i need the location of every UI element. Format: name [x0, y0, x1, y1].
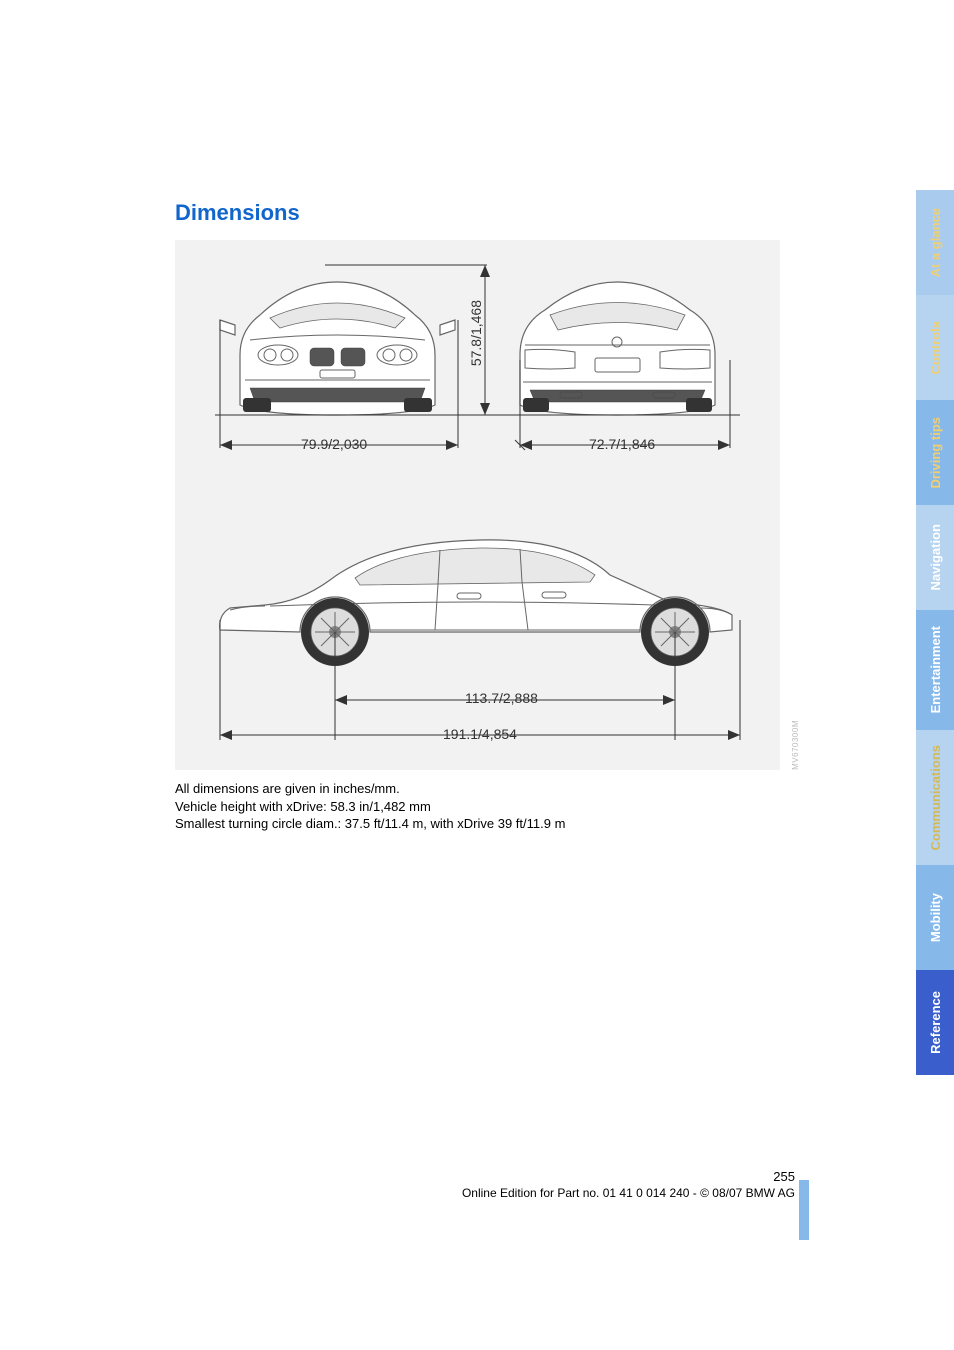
edition-line: Online Edition for Part no. 01 41 0 014 …	[175, 1186, 795, 1200]
tab-driving-tips[interactable]: Driving tips	[916, 400, 954, 505]
caption-line: Vehicle height with xDrive: 58.3 in/1,48…	[175, 798, 795, 816]
tab-label: Navigation	[928, 524, 943, 590]
dim-wheelbase: 113.7/2,888	[465, 690, 538, 706]
tab-communications[interactable]: Communications	[916, 730, 954, 865]
dim-height: 57.8/1,468	[468, 300, 484, 366]
side-tabs: At a glance Controls Driving tips Naviga…	[916, 190, 954, 1075]
dim-width-mirrors: 79.9/2,030	[301, 436, 367, 452]
tab-label: At a glance	[928, 208, 943, 277]
page-content: Dimensions	[175, 200, 795, 833]
dim-width-body: 72.7/1,846	[589, 436, 655, 452]
dimensions-diagram: 57.8/1,468 79.9/2,030 72.7/1,846 113.7/2…	[175, 240, 780, 770]
dim-length: 191.1/4,854	[443, 726, 517, 742]
tab-label: Controls	[928, 321, 943, 374]
tab-reference[interactable]: Reference	[916, 970, 954, 1075]
tab-entertainment[interactable]: Entertainment	[916, 610, 954, 730]
tab-navigation[interactable]: Navigation	[916, 505, 954, 610]
image-credit: MV670300M	[791, 720, 800, 770]
page-footer: 255 Online Edition for Part no. 01 41 0 …	[175, 1169, 795, 1200]
tab-label: Reference	[928, 991, 943, 1054]
section-heading: Dimensions	[175, 200, 795, 226]
tab-label: Mobility	[928, 893, 943, 942]
caption-line: All dimensions are given in inches/mm.	[175, 780, 795, 798]
tab-label: Entertainment	[928, 626, 943, 713]
tab-label: Communications	[928, 745, 943, 850]
footer-accent-bar	[799, 1180, 809, 1240]
tab-mobility[interactable]: Mobility	[916, 865, 954, 970]
caption-line: Smallest turning circle diam.: 37.5 ft/1…	[175, 815, 795, 833]
tab-controls[interactable]: Controls	[916, 295, 954, 400]
tab-label: Driving tips	[928, 417, 943, 489]
tab-at-a-glance[interactable]: At a glance	[916, 190, 954, 295]
caption-block: All dimensions are given in inches/mm. V…	[175, 780, 795, 833]
page-number: 255	[175, 1169, 795, 1184]
